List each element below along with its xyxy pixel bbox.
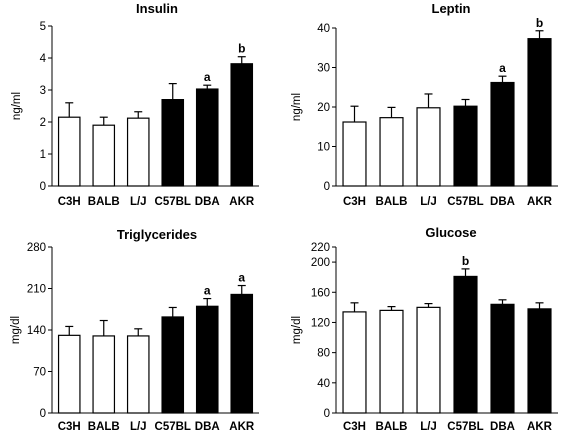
y-tick-label: 210 bbox=[27, 284, 46, 296]
significance-label: a bbox=[238, 271, 245, 285]
bar-c3h bbox=[342, 311, 367, 414]
y-tick-label: 70 bbox=[33, 367, 46, 379]
x-tick-label: BALB bbox=[376, 421, 408, 433]
x-tick-label: BALB bbox=[376, 196, 408, 208]
bar-akr bbox=[527, 38, 552, 187]
y-axis-label: mg/dl bbox=[10, 316, 22, 344]
y-tick-label: 0 bbox=[40, 408, 46, 420]
bar-dba bbox=[490, 303, 515, 414]
bar-c57bl bbox=[453, 105, 478, 187]
y-tick-label: 140 bbox=[27, 325, 46, 337]
x-tick-label: BALB bbox=[88, 196, 120, 208]
chart-panel-3: Triglycerides mg/dl 0 70 140 210 280 C3H BALB L/J… bbox=[10, 227, 259, 433]
y-axis-label: mg/dl bbox=[291, 316, 303, 344]
significance-label: a bbox=[204, 70, 211, 84]
x-tick-label: C57BL bbox=[447, 421, 483, 433]
y-tick-label: 3 bbox=[40, 85, 46, 97]
significance-label: b bbox=[536, 16, 543, 30]
bar-c57bl bbox=[453, 275, 478, 414]
y-tick-label: 4 bbox=[40, 53, 47, 65]
bar-lj bbox=[126, 117, 150, 187]
y-tick-label: 0 bbox=[324, 181, 330, 193]
chart-panel-4: Glucose mg/dl 0 40 80 120 160 200 220 C3H BALB L/J C… bbox=[291, 225, 558, 433]
y-tick-label: 2 bbox=[40, 117, 46, 129]
y-axis-label: ng/ml bbox=[11, 92, 23, 120]
x-tick-label: AKR bbox=[527, 196, 553, 208]
bar-c3h bbox=[57, 334, 81, 414]
bar-akr bbox=[230, 63, 254, 187]
x-tick-label: DBA bbox=[195, 421, 220, 433]
significance-label: b bbox=[462, 254, 469, 268]
y-tick-label: 40 bbox=[317, 23, 330, 35]
y-tick-label: 0 bbox=[324, 408, 330, 420]
bar-akr bbox=[230, 293, 254, 414]
y-tick-label: 30 bbox=[317, 63, 330, 75]
x-tick-label: C3H bbox=[58, 196, 81, 208]
x-tick-label: C3H bbox=[343, 196, 366, 208]
panel-title: Triglycerides bbox=[117, 227, 197, 242]
x-tick-label: C57BL bbox=[155, 421, 191, 433]
bar-balb bbox=[379, 309, 404, 414]
y-tick-label: 1 bbox=[40, 149, 46, 161]
x-tick-label: L/J bbox=[130, 421, 147, 433]
bar-dba bbox=[490, 81, 515, 187]
bar-lj bbox=[416, 107, 441, 187]
x-tick-label: L/J bbox=[420, 196, 437, 208]
significance-label: a bbox=[204, 284, 211, 298]
bar-c3h bbox=[342, 121, 367, 187]
panel-title: Insulin bbox=[136, 1, 178, 16]
y-tick-label: 120 bbox=[311, 317, 330, 329]
bar-lj bbox=[126, 335, 150, 414]
x-tick-label: AKR bbox=[229, 196, 255, 208]
y-tick-label: 220 bbox=[311, 242, 330, 254]
panel-title: Leptin bbox=[432, 1, 471, 16]
bar-balb bbox=[379, 117, 404, 187]
bar-akr bbox=[527, 308, 552, 414]
x-tick-label: C57BL bbox=[447, 196, 483, 208]
x-tick-label: L/J bbox=[420, 421, 437, 433]
y-tick-label: 280 bbox=[27, 242, 46, 254]
x-tick-label: AKR bbox=[527, 421, 553, 433]
bar-dba bbox=[195, 88, 219, 187]
x-tick-label: DBA bbox=[490, 421, 515, 433]
bar-c57bl bbox=[161, 316, 185, 414]
y-tick-label: 40 bbox=[317, 378, 330, 390]
significance-label: b bbox=[238, 42, 245, 56]
chart-panel-1: Insulin ng/ml 0 1 2 3 4 5 C3H BALB L/J C57BL DBA a AKR… bbox=[11, 1, 259, 208]
bar-lj bbox=[416, 306, 441, 414]
bar-balb bbox=[92, 335, 116, 414]
bar-balb bbox=[92, 124, 116, 187]
x-tick-label: C57BL bbox=[155, 196, 191, 208]
x-tick-label: DBA bbox=[490, 196, 515, 208]
y-tick-label: 0 bbox=[40, 181, 46, 193]
y-tick-label: 10 bbox=[317, 142, 330, 154]
y-tick-label: 200 bbox=[311, 257, 330, 269]
y-axis-label: ng/ml bbox=[291, 93, 303, 121]
x-tick-label: L/J bbox=[130, 196, 147, 208]
x-tick-label: C3H bbox=[58, 421, 81, 433]
y-tick-label: 5 bbox=[40, 21, 46, 33]
x-tick-label: C3H bbox=[343, 421, 366, 433]
bar-dba bbox=[195, 305, 219, 414]
bar-c3h bbox=[57, 116, 81, 187]
x-tick-label: DBA bbox=[195, 196, 220, 208]
y-tick-label: 20 bbox=[317, 102, 330, 114]
bar-c57bl bbox=[161, 98, 185, 187]
panel-title: Glucose bbox=[425, 225, 476, 240]
x-tick-label: AKR bbox=[229, 421, 255, 433]
chart-panel-2: Leptin ng/ml 0 10 20 30 40 C3H BALB L/J C57BL DBA a A… bbox=[291, 1, 558, 208]
y-tick-label: 160 bbox=[311, 287, 330, 299]
y-tick-label: 80 bbox=[317, 348, 330, 360]
x-tick-label: BALB bbox=[88, 421, 120, 433]
significance-label: a bbox=[499, 61, 506, 75]
